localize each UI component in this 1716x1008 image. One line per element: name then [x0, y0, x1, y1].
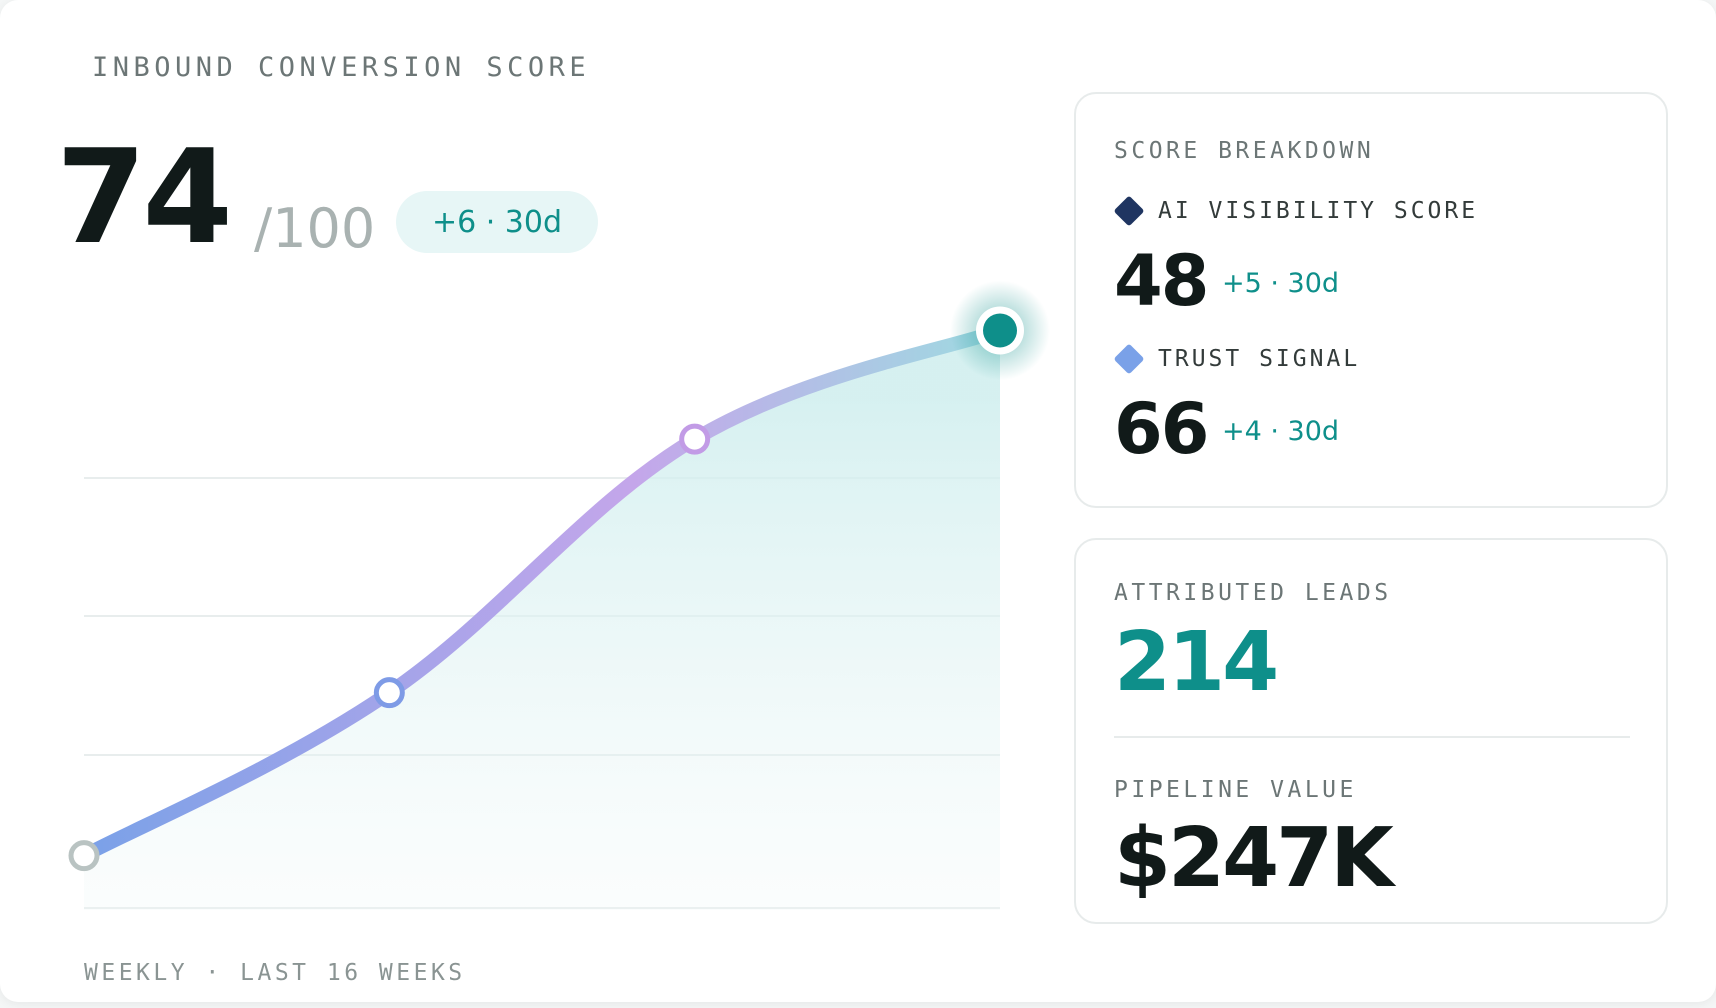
score-delta-badge: +6 · 30d [396, 191, 598, 253]
breakdown-title: SCORE BREAKDOWN [1114, 138, 1375, 164]
ai-visibility-delta: +5 · 30d [1222, 268, 1340, 299]
diamond-icon [1113, 195, 1145, 227]
score-max: /100 [254, 197, 376, 260]
chart-series-line [77, 323, 1007, 863]
attributed-leads-value: 214 [1114, 615, 1279, 710]
trust-signal-label: TRUST SIGNAL [1158, 346, 1361, 372]
chart-point[interactable] [679, 423, 711, 455]
chart-area-fill [84, 330, 1000, 910]
trust-signal-label-row: TRUST SIGNAL [1113, 343, 1361, 375]
diamond-icon [1113, 343, 1145, 375]
chart-point[interactable] [68, 840, 100, 872]
pipeline-value-label: PIPELINE VALUE [1114, 777, 1357, 803]
ai-visibility-label-row: AI VISIBILITY SCORE [1113, 195, 1479, 227]
trust-signal-value: 66 [1114, 388, 1209, 470]
pipeline-value: $247K [1114, 811, 1394, 906]
chart-point-current[interactable] [983, 313, 1017, 348]
chart-point[interactable] [373, 677, 405, 709]
attributed-leads-label: ATTRIBUTED LEADS [1114, 580, 1392, 606]
panel-divider [1114, 736, 1630, 738]
leads-panel: ATTRIBUTED LEADS 214 PIPELINE VALUE $247… [1074, 538, 1668, 924]
score-value: 74 [56, 121, 233, 273]
ai-visibility-label: AI VISIBILITY SCORE [1158, 198, 1479, 224]
score-breakdown-panel: SCORE BREAKDOWN AI VISIBILITY SCORE 48 +… [1074, 92, 1668, 508]
ai-visibility-value: 48 [1114, 240, 1209, 322]
card-title: INBOUND CONVERSION SCORE [92, 52, 591, 83]
trust-signal-delta: +4 · 30d [1222, 416, 1340, 447]
chart-period-label: WEEKLY · LAST 16 WEEKS [84, 960, 466, 986]
